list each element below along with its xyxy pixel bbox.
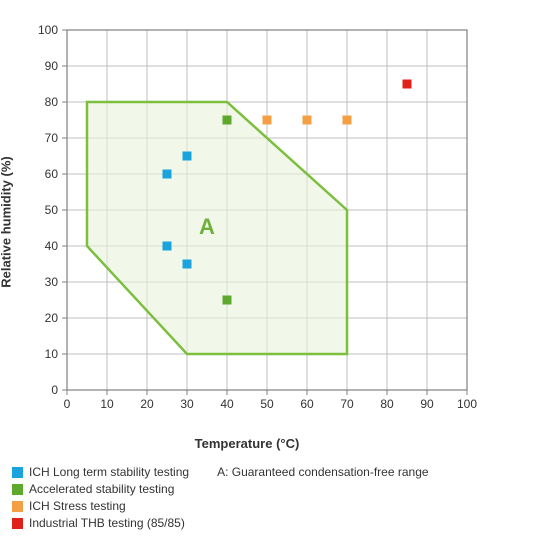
svg-text:50: 50 [260, 397, 274, 411]
legend-swatch [12, 484, 23, 495]
legend-swatch [12, 467, 23, 478]
svg-text:0: 0 [51, 383, 58, 397]
marker-accelerated [223, 296, 232, 305]
svg-text:80: 80 [380, 397, 394, 411]
legend-item-industrial-thb: Industrial THB testing (85/85) [12, 516, 189, 530]
legend-item-accelerated: Accelerated stability testing [12, 482, 189, 496]
marker-industrial-thb [403, 80, 412, 89]
svg-text:0: 0 [64, 397, 71, 411]
marker-ich-stress [303, 116, 312, 125]
chart-svg: A 0 10 20 30 40 50 60 70 80 90 100 0 10 20 30 40 50 60 70 80… [12, 12, 482, 432]
marker-ich-long-term [183, 152, 192, 161]
legend-region-note: A: Guaranteed condensation-free range [217, 465, 428, 479]
legend-item-ich-stress: ICH Stress testing [12, 499, 189, 513]
region-a-label: A [199, 214, 215, 239]
legend-swatch [12, 518, 23, 529]
svg-text:40: 40 [220, 397, 234, 411]
svg-text:100: 100 [38, 23, 58, 37]
svg-text:90: 90 [45, 59, 59, 73]
marker-ich-long-term [163, 242, 172, 251]
svg-text:50: 50 [45, 203, 59, 217]
svg-text:10: 10 [100, 397, 114, 411]
svg-text:70: 70 [340, 397, 354, 411]
legend-label: Accelerated stability testing [29, 482, 174, 496]
svg-text:30: 30 [45, 275, 59, 289]
legend-swatch [12, 501, 23, 512]
marker-accelerated [223, 116, 232, 125]
svg-text:10: 10 [45, 347, 59, 361]
marker-ich-long-term [163, 170, 172, 179]
svg-text:100: 100 [457, 397, 477, 411]
humidity-temp-chart: Relative humidity (%) A01020304050607080… [12, 12, 482, 432]
svg-text:20: 20 [45, 311, 59, 325]
svg-text:60: 60 [45, 167, 59, 181]
marker-ich-stress [263, 116, 272, 125]
legend-label: Industrial THB testing (85/85) [29, 516, 185, 530]
legend-item-ich-long-term: ICH Long term stability testing [12, 465, 189, 479]
legend-series-column: ICH Long term stability testing Accelerat… [12, 465, 189, 530]
svg-text:30: 30 [180, 397, 194, 411]
svg-text:90: 90 [420, 397, 434, 411]
legend-label: ICH Stress testing [29, 499, 126, 513]
svg-text:80: 80 [45, 95, 59, 109]
svg-text:40: 40 [45, 239, 59, 253]
svg-text:70: 70 [45, 131, 59, 145]
legend: ICH Long term stability testing Accelerat… [12, 465, 533, 530]
marker-ich-long-term [183, 260, 192, 269]
y-axis-label: Relative humidity (%) [0, 156, 14, 287]
svg-text:20: 20 [140, 397, 154, 411]
marker-ich-stress [343, 116, 352, 125]
legend-label: ICH Long term stability testing [29, 465, 189, 479]
svg-text:60: 60 [300, 397, 314, 411]
x-axis-label: Temperature (°C) [12, 436, 482, 451]
